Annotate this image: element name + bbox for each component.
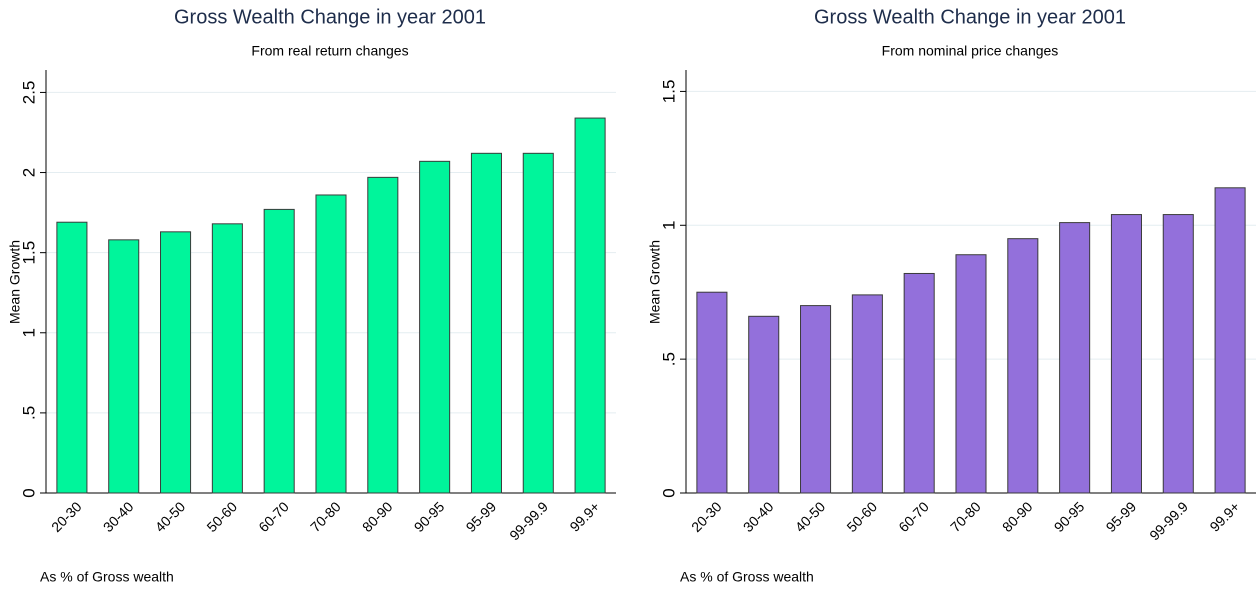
x-tick-label: 50-60 bbox=[203, 498, 240, 535]
y-tick-label: 2 bbox=[19, 168, 38, 177]
y-tick-label: 1 bbox=[19, 328, 38, 337]
x-tick-label: 20-30 bbox=[48, 498, 85, 535]
chart-subtitle: From nominal price changes bbox=[882, 43, 1059, 59]
x-tick-label: 50-60 bbox=[843, 498, 880, 535]
bar bbox=[367, 176, 399, 494]
x-tick-label: 90-95 bbox=[411, 498, 448, 535]
x-tick-label: 40-50 bbox=[152, 498, 189, 535]
x-tick-label: 99.9+ bbox=[1206, 498, 1242, 534]
bar bbox=[1162, 214, 1194, 494]
bar bbox=[211, 223, 243, 494]
x-tick-label: 60-70 bbox=[255, 498, 292, 535]
bar bbox=[419, 160, 451, 494]
y-tick-label: .5 bbox=[19, 406, 38, 420]
chart-subtitle: From real return changes bbox=[251, 43, 408, 59]
bar bbox=[800, 305, 832, 494]
x-tick-label: 80-90 bbox=[999, 498, 1036, 535]
bar bbox=[1110, 214, 1142, 494]
x-tick-label: 20-30 bbox=[688, 498, 725, 535]
bar bbox=[903, 272, 935, 494]
y-tick-label: .5 bbox=[659, 352, 678, 366]
x-tick-label: 99-99.9 bbox=[1146, 498, 1191, 543]
bar bbox=[748, 315, 780, 494]
chart-panel: Gross Wealth Change in year 2001 From rea… bbox=[7, 6, 616, 585]
x-tick-label: 70-80 bbox=[947, 498, 984, 535]
y-tick-label: 1.5 bbox=[659, 80, 678, 104]
y-tick-label: 2.5 bbox=[19, 81, 38, 105]
bar bbox=[56, 221, 88, 494]
bar bbox=[470, 152, 502, 494]
x-tick-label: 60-70 bbox=[895, 498, 932, 535]
chart-title: Gross Wealth Change in year 2001 bbox=[174, 6, 486, 28]
x-tick-label: 70-80 bbox=[307, 498, 344, 535]
bar bbox=[522, 152, 554, 494]
x-tick-label: 90-95 bbox=[1051, 498, 1088, 535]
x-tick-label: 40-50 bbox=[792, 498, 829, 535]
x-tick-label: 95-99 bbox=[463, 498, 500, 535]
bar bbox=[263, 208, 295, 494]
note: As % of Gross wealth bbox=[680, 569, 814, 585]
y-tick-label: 1.5 bbox=[19, 241, 38, 265]
bar bbox=[955, 254, 987, 494]
note: As % of Gross wealth bbox=[40, 569, 174, 585]
y-axis-label: Mean Growth bbox=[647, 240, 663, 324]
y-axis-label: Mean Growth bbox=[7, 240, 23, 324]
x-tick-label: 30-40 bbox=[740, 498, 777, 535]
bar bbox=[1007, 238, 1039, 494]
bar bbox=[574, 117, 606, 494]
y-tick-label: 1 bbox=[659, 221, 678, 230]
x-tick-label: 99.9+ bbox=[566, 498, 602, 534]
bar bbox=[160, 231, 192, 494]
bar bbox=[315, 194, 347, 494]
bar bbox=[696, 291, 728, 494]
y-tick-label: 0 bbox=[659, 488, 678, 497]
chart-title: Gross Wealth Change in year 2001 bbox=[814, 6, 1126, 28]
bar bbox=[851, 294, 883, 494]
y-tick-label: 0 bbox=[19, 488, 38, 497]
bar bbox=[1214, 187, 1246, 494]
x-tick-label: 30-40 bbox=[100, 498, 137, 535]
x-tick-label: 80-90 bbox=[359, 498, 396, 535]
chart-panel: Gross Wealth Change in year 2001 From nom… bbox=[647, 6, 1256, 585]
bar bbox=[108, 239, 140, 494]
bar bbox=[1059, 222, 1091, 494]
x-tick-label: 95-99 bbox=[1103, 498, 1140, 535]
x-tick-label: 99-99.9 bbox=[506, 498, 551, 543]
